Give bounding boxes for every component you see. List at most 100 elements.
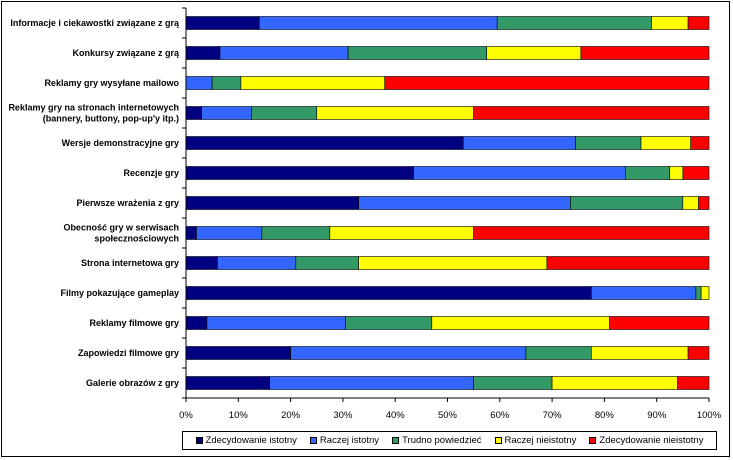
x-tick-label: 90% [647,410,667,421]
bar-segment [185,46,221,60]
bar-segment [219,46,349,60]
bar-segment [217,256,297,270]
category-label-line: społecznościowych [94,234,179,244]
x-tick-label: 100% [697,410,722,421]
bar-segment [473,376,553,390]
category-label: Pierwsze wrażenia z gry [76,198,179,208]
legend-label: Trudno powiedzieć [402,435,482,446]
bar-segment [682,166,710,180]
bar-segment [687,16,710,30]
category-label-line: Filmy pokazujące gameplay [60,288,179,298]
category-label: Strona internetowa gry [81,258,179,268]
category-label-line: Zapowiedzi filmowe gry [78,348,179,358]
legend-label: Raczej istotny [319,435,380,446]
bar-segment [269,376,474,390]
bar-segment [185,76,213,90]
bar-segment [682,196,699,210]
bar-segment [575,136,642,150]
category-label-line: Konkursy związane z grą [72,48,180,58]
bar-segment [525,346,592,360]
category-label-line: Reklamy gry na stronach internetowych [8,103,179,113]
bar-segment [473,226,710,240]
bar-segment [347,46,488,60]
bar-segment [358,256,548,270]
legend-label: Raczej nieistotny [504,435,577,446]
category-label: Obecność gry w serwisach społecznościowyc… [63,223,179,244]
legend: Zdecydowanie istotny Raczej istotny Trudno… [182,431,717,450]
bar-segment [240,76,386,90]
bar-segment [185,226,197,240]
category-label: Informacje i ciekawostki związane z grą [10,18,180,28]
bar-segment [185,136,464,150]
legend-swatch [195,437,203,444]
x-tick-label: 30% [333,410,353,421]
category-label-line: Galerie obrazów z gry [86,378,179,388]
bar-segment [185,376,270,390]
bar-segment [546,256,710,270]
bar-segment [591,286,697,300]
bar-segment [201,106,252,120]
bar-segment [698,196,710,210]
category-label-line: Wersje demonstracyjne gry [62,138,179,148]
x-tick-label: 10% [229,410,249,421]
bar-segment [358,196,571,210]
category-label: Konkursy związane z grą [72,48,180,58]
bar-segment [551,376,678,390]
bars-group [185,16,710,390]
category-label: Galerie obrazów z gry [86,378,179,388]
bar-segment [431,316,610,330]
bar-segment [185,106,202,120]
legend-item: Zdecydowanie nieistotny [589,435,703,446]
bar-segment [580,46,710,60]
legend-swatch [392,437,400,444]
bar-segment [211,76,242,90]
legend-item: Trudno powiedzieć [392,435,482,446]
category-label-line: Strona internetowa gry [81,258,179,268]
category-label-line: Reklamy filmowe gry [89,318,179,328]
bar-segment [345,316,433,330]
legend-swatch [309,437,317,444]
bar-segment [687,346,710,360]
category-label: Reklamy gry na stronach internetowych (ba… [8,103,179,124]
category-label: Reklamy filmowe gry [89,318,179,328]
bar-segment [651,16,689,30]
bar-segment [413,166,626,180]
category-label-line: Pierwsze wrażenia z gry [76,198,179,208]
legend-swatch [589,437,597,444]
bar-segment [625,166,671,180]
bar-segment [206,316,346,330]
bar-segment [640,136,691,150]
tick-labels: 0% 10% 20% 30% 40% 50% 60% 70% 80% 90% 100% [179,410,722,421]
bar-segment [473,106,710,120]
x-tick-label: 50% [438,410,458,421]
category-label: Reklamy gry wysyłane mailowo [44,78,179,88]
category-label-line: Reklamy gry wysyłane mailowo [44,78,179,88]
bar-segment [591,346,689,360]
bar-segment [570,196,684,210]
legend-swatch [494,437,502,444]
legend-item: Zdecydowanie istotny [195,435,297,446]
bar-segment [316,106,474,120]
category-labels: Informacje i ciekawostki związane z grą K… [8,18,180,388]
x-tick-label: 40% [386,410,406,421]
bar-segment [295,256,359,270]
x-tick-label: 80% [595,410,615,421]
bar-segment [185,166,414,180]
bar-segment [690,136,710,150]
bar-segment [486,46,582,60]
x-tick-label: 20% [281,410,301,421]
bar-segment [258,16,498,30]
legend-label: Zdecydowanie istotny [205,435,297,446]
axes-group [182,7,710,402]
x-tick-label: 70% [543,410,563,421]
category-label: Filmy pokazujące gameplay [60,288,179,298]
bar-segment [462,136,576,150]
x-tick-label: 0% [179,410,193,421]
bar-segment [196,226,263,240]
legend-item: Raczej istotny [309,435,380,446]
bar-segment [251,106,318,120]
category-label-line: Obecność gry w serwisach [63,223,179,233]
legend-item: Raczej nieistotny [494,435,577,446]
bar-segment [185,196,359,210]
